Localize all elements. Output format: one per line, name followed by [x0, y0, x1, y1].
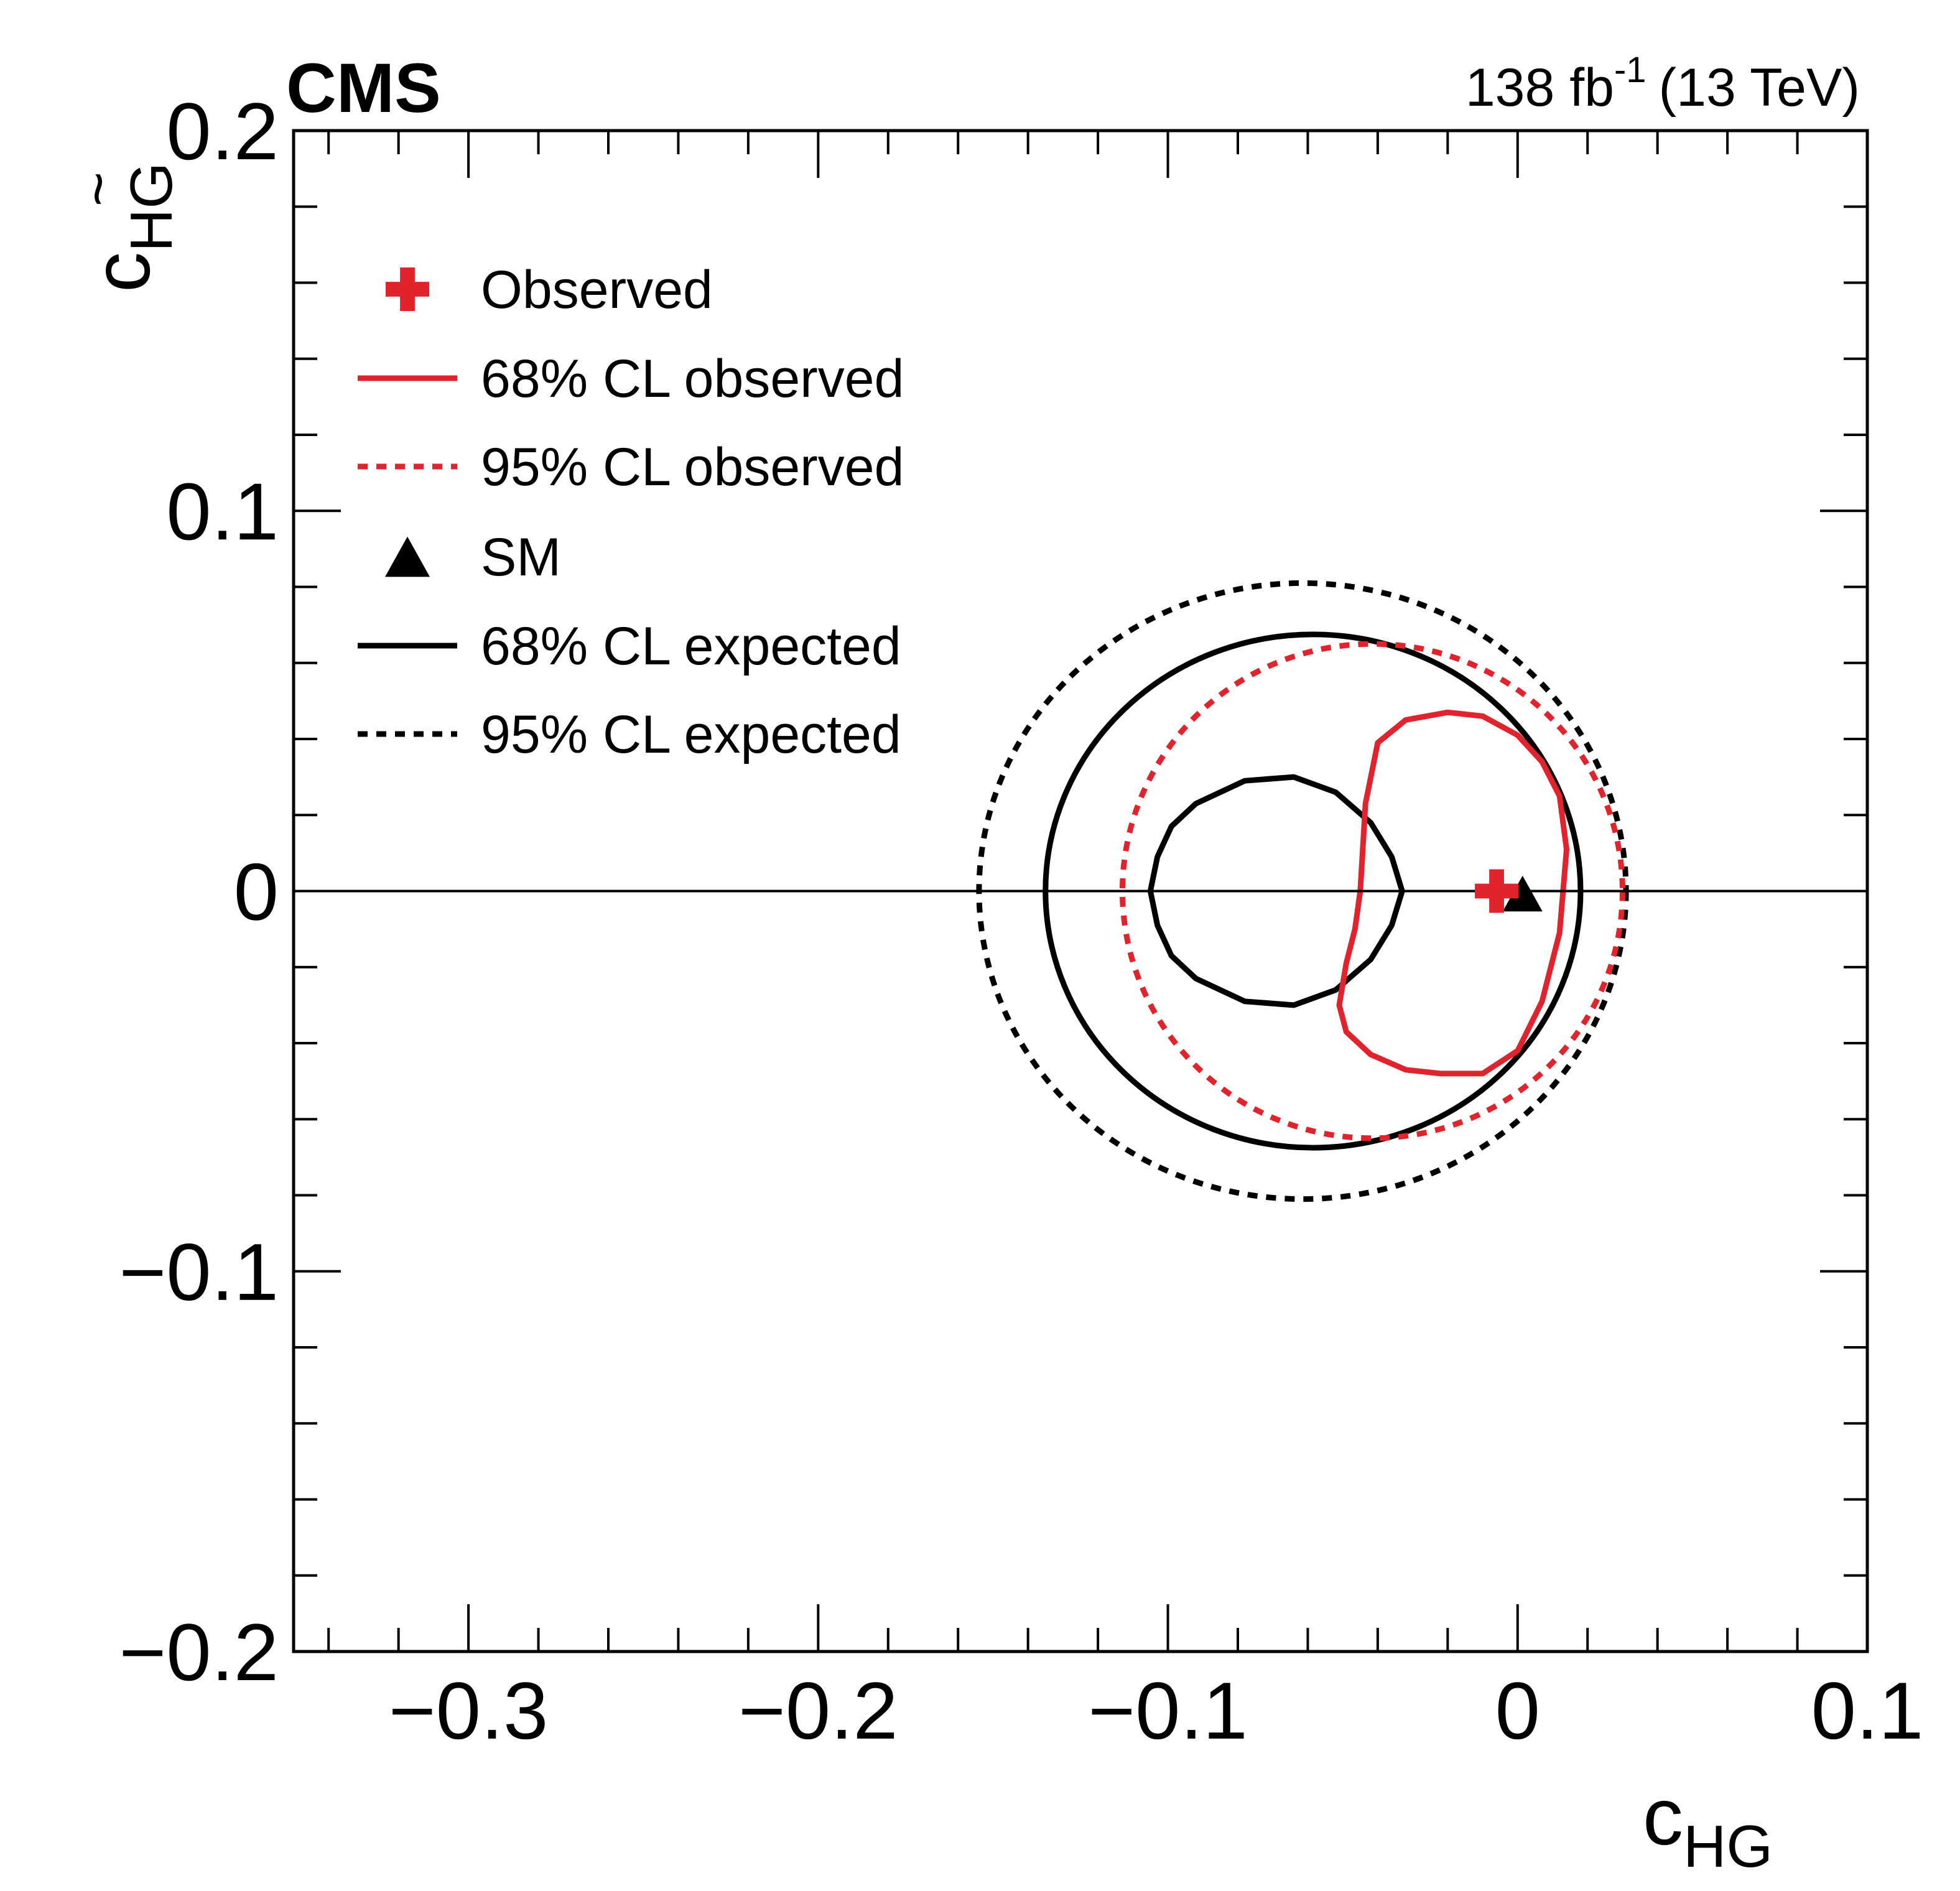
- x-tick-label: −0.1: [1088, 1665, 1248, 1756]
- y-tick-label: −0.1: [119, 1227, 279, 1317]
- y-axis-title: cHG ~: [65, 162, 185, 292]
- y-axis-title-text: cHG: [76, 162, 185, 292]
- y-tick-label: 0: [234, 847, 279, 937]
- point-markers: [1475, 869, 1543, 913]
- legend-entry-exp95: 95% CL expected: [358, 705, 901, 764]
- lumi-exponent: -1: [1614, 50, 1646, 90]
- luminosity-label: 138 fb-1 (13 TeV): [1465, 50, 1860, 118]
- y-tick-label: −0.2: [119, 1607, 279, 1698]
- observed-point-marker: [1475, 869, 1519, 913]
- legend-label: 95% CL expected: [481, 705, 901, 764]
- x-axis-title-main: c: [1643, 1771, 1683, 1862]
- plot-frame: [292, 129, 1869, 1653]
- legend-cross-icon: [386, 267, 429, 311]
- legend-triangle-icon: [385, 536, 430, 577]
- legend-label: Observed: [481, 260, 713, 320]
- y-axis-title-sub: HG: [118, 162, 185, 252]
- legend-entry-obs95: 95% CL observed: [358, 437, 904, 497]
- observed-68cl-contour: [1336, 709, 1569, 1077]
- x-tick-label: 0.1: [1811, 1665, 1924, 1756]
- y-axis-title-main: c: [76, 252, 167, 292]
- legend-entry-exp68: 68% CL expected: [358, 616, 901, 676]
- legend-label: 68% CL observed: [481, 349, 904, 409]
- y-tick-label: 0.2: [166, 86, 279, 177]
- legend-entry-obs68: 68% CL observed: [358, 349, 904, 409]
- sm-point-marker: [1502, 875, 1543, 912]
- x-tick-label: 0: [1495, 1665, 1540, 1756]
- legend-entry-sm: SM: [385, 527, 561, 587]
- lumi-energy: (13 TeV): [1659, 58, 1860, 118]
- legend-label: SM: [481, 527, 561, 587]
- experiment-label: CMS: [286, 49, 441, 127]
- legend-label: 68% CL expected: [481, 616, 901, 676]
- x-tick-label: −0.3: [389, 1665, 549, 1756]
- y-tick-label: 0.1: [166, 466, 279, 557]
- axis-tick-labels: −0.3 −0.2 −0.1 0 0.1 −0.2 −0.1 0 0.1 0.2: [119, 86, 1923, 1756]
- legend-label: 95% CL observed: [481, 437, 904, 497]
- x-axis-title: cHG: [1643, 1771, 1773, 1880]
- legend-entry-observed: Observed: [386, 260, 713, 320]
- x-tick-label: −0.2: [738, 1665, 898, 1756]
- legend: Observed 68% CL observed 95% CL observed SM…: [358, 260, 904, 764]
- y-axis-title-accent: ~: [65, 172, 131, 207]
- x-axis-title-sub: HG: [1683, 1813, 1773, 1880]
- lumi-value: 138 fb: [1465, 58, 1614, 118]
